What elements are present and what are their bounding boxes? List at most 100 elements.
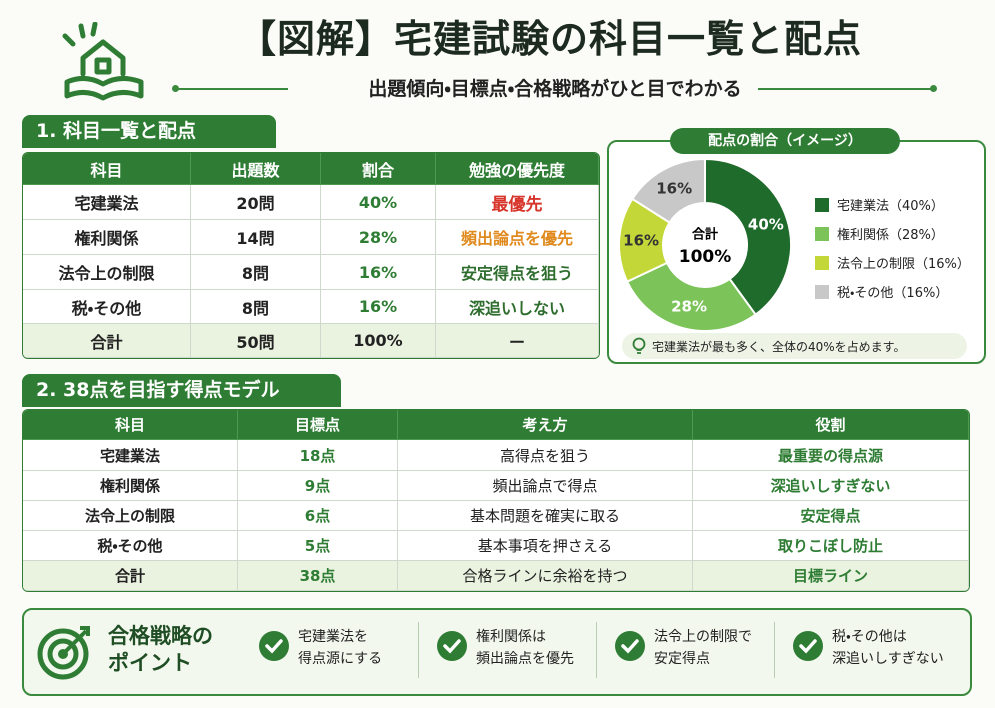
strategy-point-line: 安定得点 — [654, 651, 710, 667]
legend-text: 権利関係（28%） — [837, 228, 944, 243]
strategy-point-line: 権利関係は — [476, 629, 546, 645]
header-cell: 目標点 — [238, 410, 398, 440]
total-cell: 合格ラインに余裕を持つ — [398, 561, 693, 591]
check-mark — [443, 639, 461, 654]
cell: 40% — [321, 185, 436, 220]
check-mark — [265, 639, 283, 654]
legend-text: 税・その他（16%） — [837, 286, 949, 301]
cell: 14問 — [191, 220, 321, 255]
separator — [774, 622, 775, 678]
cell: 税・その他 — [23, 531, 238, 561]
cell: 安定得点 — [693, 501, 969, 531]
rule-dot — [172, 85, 179, 92]
cell: 5点 — [238, 531, 398, 561]
legend-swatch — [815, 226, 829, 241]
cell: 頻出論点で得点 — [398, 471, 693, 501]
cell: 深追いしない — [436, 290, 599, 324]
cell: 8問 — [191, 290, 321, 324]
separator — [418, 622, 419, 678]
pie-title: 配点の割合（イメージ） — [670, 128, 900, 154]
note: 宅建業法が最も多く、全体の40%を占めます。 — [622, 333, 967, 359]
rule — [178, 88, 288, 90]
check-circle — [259, 631, 289, 661]
cell: 取りこぼし防止 — [693, 531, 969, 561]
legend-text: 宅建業法（40%） — [837, 199, 944, 214]
header-cell: 勉強の優先度 — [436, 153, 599, 185]
separator — [596, 622, 597, 678]
cell: 宅建業法 — [23, 185, 191, 220]
header-cell: 考え方 — [398, 410, 693, 440]
cell: 20問 — [191, 185, 321, 220]
total-cell: 100% — [321, 324, 436, 358]
check-circle — [615, 631, 645, 661]
strategy-point: 税・その他は深追いしすぎない — [832, 626, 944, 670]
total-cell: 38点 — [238, 561, 398, 591]
header-cell: 科目 — [23, 410, 238, 440]
cell: 基本問題を確実に取る — [398, 501, 693, 531]
pie-slice — [625, 261, 757, 332]
strategy-point-line: 頻出論点を優先 — [476, 651, 574, 667]
strategy-title: 合格戦略の ポイント — [108, 623, 213, 677]
strategy-point: 法令上の制限で 安定得点 — [654, 626, 752, 670]
score-table: 科目 出題数 割合 勉強の優先度 宅建業法 20問 40% 最優先 権利関係 14問 28% 頻出論点… — [22, 152, 600, 359]
check-circle — [793, 631, 823, 661]
bulb-icon — [632, 337, 646, 354]
strategy-point-line: 得点源にする — [298, 651, 383, 667]
check-mark — [621, 639, 639, 654]
cell: 28% — [321, 220, 436, 255]
strategy-point-line: 法令上の制限で — [654, 629, 752, 645]
cell: 8問 — [191, 255, 321, 290]
legend-item: 税・その他（16%） — [815, 277, 970, 306]
legend-item: 宅建業法（40%） — [815, 190, 970, 219]
target-table: 科目 目標点 考え方 役割 宅建業法 18点 高得点を狙う 最重要の得点源 権利関係 9点 頻出論点… — [22, 409, 970, 592]
slice-label: 40% — [748, 216, 784, 234]
legend-item: 法令上の制限（16%） — [815, 248, 970, 277]
check-icon — [793, 631, 823, 661]
title: 【図解】宅建試験の科目一覧と配点 — [237, 17, 862, 61]
slice-label: 16% — [623, 231, 659, 249]
strategy-point-line: 宅建業法を — [298, 629, 368, 645]
rule-dot — [930, 85, 937, 92]
total-cell: 目標ライン — [693, 561, 969, 591]
legend-text: 法令上の制限（16%） — [837, 257, 970, 272]
target-icon — [37, 626, 90, 680]
center-label: 合計 — [692, 227, 718, 243]
cell: 権利関係 — [23, 471, 238, 501]
legend: 宅建業法（40%） 権利関係（28%） 法令上の制限（16%） 税・その他（16%） — [815, 190, 970, 306]
cell: 安定得点を狙う — [436, 255, 599, 290]
cell: 6点 — [238, 501, 398, 531]
strategy-title-line: 合格戦略の — [108, 624, 213, 648]
center-label: 100% — [679, 247, 732, 267]
cell: 法令上の制限 — [23, 255, 191, 290]
cell: 基本事項を押さえる — [398, 531, 693, 561]
note-text: 宅建業法が最も多く、全体の40%を占めます。 — [652, 339, 906, 354]
cell: 9点 — [238, 471, 398, 501]
check-mark — [799, 639, 817, 654]
header-cell: 役割 — [693, 410, 969, 440]
cell: 高得点を狙う — [398, 440, 693, 471]
section-heading: 2. 38点を目指す得点モデル — [22, 374, 341, 407]
cell: 16% — [321, 255, 436, 290]
total-cell: ー — [436, 324, 599, 358]
strategy-point-line: 深追いしすぎない — [832, 651, 944, 667]
cell: 税・その他 — [23, 290, 191, 324]
cell: 18点 — [238, 440, 398, 471]
strategy-point: 権利関係は頻出論点を優先 — [476, 626, 574, 670]
cell: 権利関係 — [23, 220, 191, 255]
strategy-point-line: 税・その他は — [832, 629, 907, 645]
subtitle: 出題傾向・目標点・合格戦略がひと目でわかる — [368, 78, 742, 100]
cell: 頻出論点を優先 — [436, 220, 599, 255]
cell: 最重要の得点源 — [693, 440, 969, 471]
cell: 法令上の制限 — [23, 501, 238, 531]
cell: 最優先 — [436, 185, 599, 220]
total-cell: 合計 — [23, 561, 238, 591]
donut-chart: 40% 28% 16% 16% 合計 100% — [618, 157, 792, 332]
check-circle — [437, 631, 467, 661]
section-heading: 1. 科目一覧と配点 — [22, 115, 276, 148]
total-cell: 合計 — [23, 324, 191, 358]
cell: 深追いしすぎない — [693, 471, 969, 501]
slice-label: 28% — [671, 297, 707, 315]
check-icon — [259, 631, 289, 661]
header-cell: 科目 — [23, 153, 191, 185]
